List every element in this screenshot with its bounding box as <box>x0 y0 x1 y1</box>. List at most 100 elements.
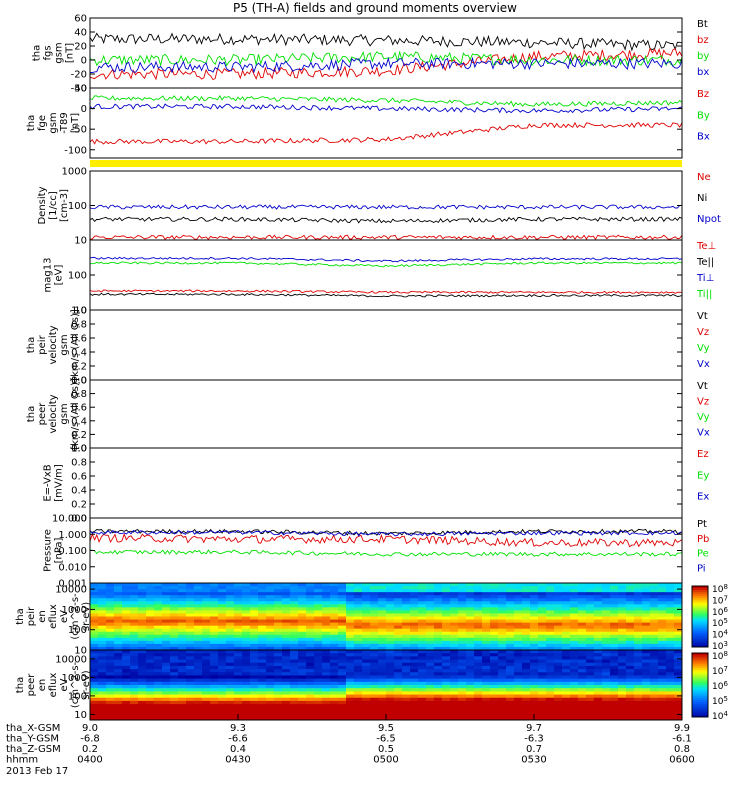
y-axis-label: tha <box>26 337 37 353</box>
colorbar-cell <box>692 663 708 667</box>
colorbar-cell <box>692 622 708 626</box>
legend-entry: Bt <box>697 19 708 30</box>
spectrogram-8 <box>90 583 683 651</box>
y-axis-label: peir <box>26 606 37 626</box>
colorbar-cell <box>692 655 708 658</box>
legend-entry: Ey <box>697 470 709 481</box>
colorbar-cell <box>692 691 708 695</box>
legend-entry: Vt <box>697 381 708 392</box>
y-tick-label: 10 <box>74 306 87 317</box>
colorbar-cell <box>692 610 708 613</box>
xaxis-tick-value: 0.2 <box>82 744 98 755</box>
legend-entry: Vx <box>697 359 710 370</box>
legend-entry: Vy <box>697 412 710 423</box>
xaxis-row-label: tha_Z-GSM <box>6 744 61 755</box>
xaxis-date: 2013 Feb 17 <box>6 766 69 777</box>
y-axis-label: gsm <box>59 334 70 355</box>
y-tick-label: 0.2 <box>71 430 87 441</box>
y-tick-label: 0.8 <box>71 389 87 400</box>
y-tick-label: 1000 <box>62 673 87 684</box>
y-axis-label: Pressure <box>43 529 54 572</box>
xaxis-tick-value: 0430 <box>225 755 250 766</box>
legend-entry: Vy <box>697 343 710 354</box>
colorbar-cell <box>692 695 708 699</box>
colorbar-cell <box>692 653 708 656</box>
y-tick-label: 0.8 <box>71 320 87 331</box>
y-axis-label: en <box>37 679 48 692</box>
colorbar-cell <box>692 640 708 644</box>
y-axis-label: gsm <box>59 403 70 424</box>
colorbar-cell <box>692 712 708 716</box>
y-tick-label: 100 <box>68 271 87 282</box>
colorbar-cell <box>692 680 708 684</box>
colorbar-cell <box>692 604 708 607</box>
y-axis-label: (cm^2-s- <box>70 661 81 708</box>
panel-frame-3 <box>89 239 683 311</box>
y-tick-label: 0.2 <box>71 500 87 511</box>
y-axis-label: tha <box>26 115 37 131</box>
panel-frame-0 <box>89 17 683 89</box>
y-tick-label: 0.4 <box>71 416 87 427</box>
xaxis-row-label: tha_Y-GSM <box>6 734 59 745</box>
colorbar-cell <box>692 628 708 632</box>
y-axis-label: [km/s (All Qs)] <box>70 378 81 450</box>
colorbar-cell <box>692 608 708 611</box>
y-tick-label: 0.6 <box>71 403 87 414</box>
series-line-Te-3 <box>89 289 683 294</box>
xaxis-tick-value: 9.3 <box>230 723 246 734</box>
y-tick-label: 0.6 <box>71 472 87 483</box>
y-axis-label: sr-eV) <box>81 670 92 699</box>
y-tick-label: -20 <box>71 70 87 81</box>
colorbar-label: 105 <box>712 695 728 707</box>
xaxis-tick-value: 9.5 <box>378 723 394 734</box>
legend-entry: Ne <box>697 172 711 183</box>
y-axis-label: fgs <box>43 45 54 60</box>
panel-frame-6 <box>89 447 683 519</box>
xaxis-tick-value: -6.3 <box>524 734 544 745</box>
xaxis-tick-value: 0600 <box>669 755 694 766</box>
colorbar-cell <box>692 620 708 624</box>
legend-entry: bz <box>697 35 709 46</box>
xaxis-tick-value: -6.5 <box>376 734 396 745</box>
colorbar-cell <box>692 687 708 690</box>
colorbar-cell <box>692 612 708 615</box>
legend-entry: By <box>697 110 710 121</box>
y-tick-label: 0.010 <box>58 562 87 573</box>
series-line-bz-0 <box>89 47 683 81</box>
panel-frame-2 <box>89 170 683 241</box>
y-axis-label: tha <box>15 608 26 624</box>
y-axis-label: peer <box>37 402 48 426</box>
y-tick-label: 1.0 <box>71 306 87 317</box>
y-tick-label: 10 <box>74 710 87 721</box>
colorbar-label: 106 <box>712 680 728 692</box>
legend-entry: Pi <box>697 563 706 574</box>
y-tick-label: 0.0 <box>71 514 87 525</box>
legend-entry: Ti⊥ <box>696 273 714 284</box>
series-line-Bz-1 <box>89 121 683 145</box>
colorbar-cell <box>692 602 708 605</box>
legend-entry: Pe <box>697 549 709 560</box>
y-tick-label: 0.0 <box>71 376 87 387</box>
y-axis-label: E=-VxB <box>43 464 54 501</box>
colorbar-label: 106 <box>712 606 728 618</box>
colorbar-cell <box>692 657 708 660</box>
xaxis-row-label: tha_X-GSM <box>6 723 60 734</box>
colorbar-cell <box>692 704 708 707</box>
colorbar-cell <box>692 672 708 675</box>
colorbar-cell <box>692 614 708 617</box>
y-tick-label: 1.000 <box>58 530 87 541</box>
colorbar-cell <box>692 592 708 595</box>
y-tick-label: -50 <box>71 125 87 136</box>
colorbar-cell <box>692 714 708 718</box>
y-axis-label: tha <box>32 45 43 61</box>
legend-entry: Vt <box>697 311 708 322</box>
colorbar-frame <box>691 585 709 648</box>
panel-frame-7 <box>89 517 683 584</box>
y-axis-label: fge <box>37 115 48 131</box>
y-tick-label: 60 <box>74 14 87 25</box>
colorbar-cell <box>692 594 708 597</box>
colorbar-cell <box>692 685 708 688</box>
y-axis-label: [cm-3] <box>59 189 70 222</box>
xaxis-tick-value: 9.0 <box>82 723 98 734</box>
y-tick-label: 10 <box>74 646 87 657</box>
